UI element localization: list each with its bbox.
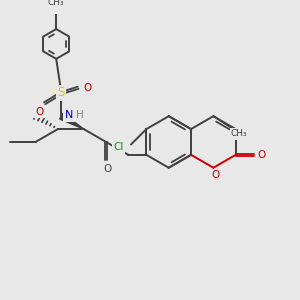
Text: CH₃: CH₃ bbox=[48, 0, 64, 7]
Text: N: N bbox=[65, 110, 73, 120]
Text: CH₃: CH₃ bbox=[231, 129, 247, 138]
Text: Cl: Cl bbox=[113, 142, 124, 152]
Polygon shape bbox=[60, 113, 84, 129]
Text: O: O bbox=[104, 164, 112, 174]
Text: S: S bbox=[58, 86, 65, 100]
Text: O: O bbox=[83, 83, 92, 93]
Text: H: H bbox=[76, 110, 83, 120]
Text: O: O bbox=[257, 150, 266, 160]
Text: O: O bbox=[211, 170, 219, 180]
Text: O: O bbox=[36, 107, 44, 117]
